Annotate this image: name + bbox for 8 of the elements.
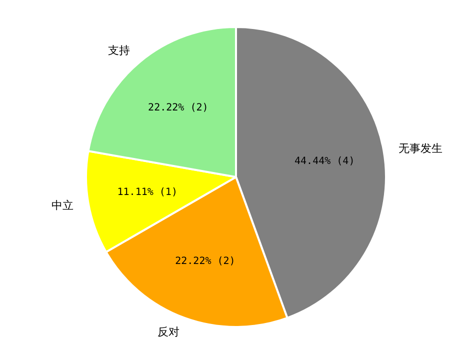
data-label: 22.22% (2) — [175, 256, 236, 268]
data-label: 11.11% (1) — [117, 187, 178, 198]
slice-label: 无事发生 — [398, 142, 442, 155]
slice-label: 中立 — [52, 199, 74, 212]
data-label: 22.22% (2) — [148, 102, 208, 114]
slice-label: 反对 — [158, 326, 180, 339]
data-label: 44.44% (4) — [294, 156, 355, 167]
slice-label: 支持 — [108, 44, 130, 58]
